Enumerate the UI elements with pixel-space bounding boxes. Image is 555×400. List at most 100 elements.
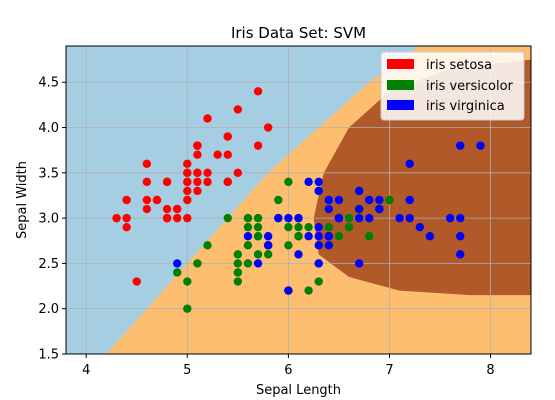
point-versicolor [223,213,232,223]
point-virginica [425,232,435,241]
point-versicolor [233,259,243,268]
plot-frame [65,45,532,355]
point-versicolor [304,286,313,295]
point-setosa [142,195,152,205]
y-tick-label: 2.5 [38,257,59,272]
point-virginica [314,232,323,241]
point-virginica [405,213,414,223]
point-setosa [233,168,243,178]
point-versicolor [172,268,182,277]
point-virginica [243,232,253,241]
point-virginica [274,213,283,223]
point-setosa [142,159,152,168]
x-axis-label: Sepal Length [256,383,341,398]
point-virginica [263,241,273,250]
point-versicolor [263,250,273,259]
chart-title: Iris Data Set: SVM [231,24,366,42]
point-versicolor [314,277,323,286]
y-tick-label: 3.0 [38,212,59,227]
point-virginica [456,250,465,259]
point-versicolor [385,195,394,205]
point-setosa [112,213,121,223]
point-virginica [476,141,485,150]
point-virginica [395,213,404,223]
legend-swatch-virginica [387,100,414,110]
point-virginica [375,195,384,205]
x-tick-label: 7 [385,363,393,378]
point-setosa [193,186,202,196]
point-virginica [354,204,364,214]
point-virginica [314,177,323,187]
legend-swatch-setosa [387,59,414,69]
point-setosa [183,186,192,196]
point-virginica [304,177,313,187]
point-virginica [354,186,364,196]
point-virginica [365,195,374,205]
point-virginica [365,213,374,223]
point-setosa [203,114,212,123]
point-virginica [354,259,364,268]
point-virginica [294,213,303,223]
point-setosa [223,132,232,141]
point-virginica [172,259,182,268]
point-versicolor [334,232,344,241]
point-versicolor [253,250,263,259]
point-setosa [183,213,192,223]
point-versicolor [233,268,243,277]
point-virginica [324,204,334,214]
x-tick-label: 8 [486,363,494,378]
x-tick-label: 5 [183,363,191,378]
legend-label-virginica: iris virginica [426,99,505,114]
point-virginica [314,241,323,250]
y-tick-label: 3.5 [38,166,59,181]
point-versicolor [294,222,303,232]
point-versicolor [365,232,374,241]
point-virginica [284,213,293,223]
point-versicolor [253,232,263,241]
point-setosa [253,87,263,96]
y-axis-label: Sepal Width [15,161,30,239]
point-versicolor [233,250,243,259]
point-virginica [445,213,455,223]
point-virginica [294,250,303,259]
point-virginica [456,213,465,223]
point-setosa [183,195,192,205]
point-setosa [172,213,182,223]
point-versicolor [344,222,354,232]
point-setosa [233,105,243,114]
y-tick-label: 2.0 [38,302,59,317]
point-versicolor [183,304,192,313]
point-versicolor [284,222,293,232]
point-setosa [223,177,232,187]
point-versicolor [203,241,212,250]
point-versicolor [284,241,293,250]
point-setosa [253,141,263,150]
point-setosa [122,195,131,205]
y-tick-label: 1.5 [38,348,59,363]
point-virginica [456,232,465,241]
point-virginica [253,259,263,268]
point-setosa [193,150,202,159]
point-setosa [193,177,202,187]
point-setosa [213,150,222,159]
point-versicolor [344,213,354,223]
data-points [112,87,485,313]
point-setosa [193,168,202,178]
point-versicolor [253,222,263,232]
point-setosa [203,177,212,187]
point-setosa [183,159,192,168]
point-setosa [203,168,212,178]
point-setosa [122,222,131,232]
y-axis-ticks: 1.5 2.0 2.5 3.0 3.5 4.0 4.5 [38,76,66,363]
point-versicolor [243,213,253,223]
legend: iris setosa iris versicolor iris virgini… [380,51,525,121]
point-virginica [354,213,364,223]
point-virginica [284,286,293,295]
point-setosa [162,213,172,223]
point-setosa [132,277,141,286]
point-virginica [415,222,425,232]
point-virginica [324,232,334,241]
y-tick-label: 4.0 [38,121,59,136]
point-virginica [304,232,313,241]
